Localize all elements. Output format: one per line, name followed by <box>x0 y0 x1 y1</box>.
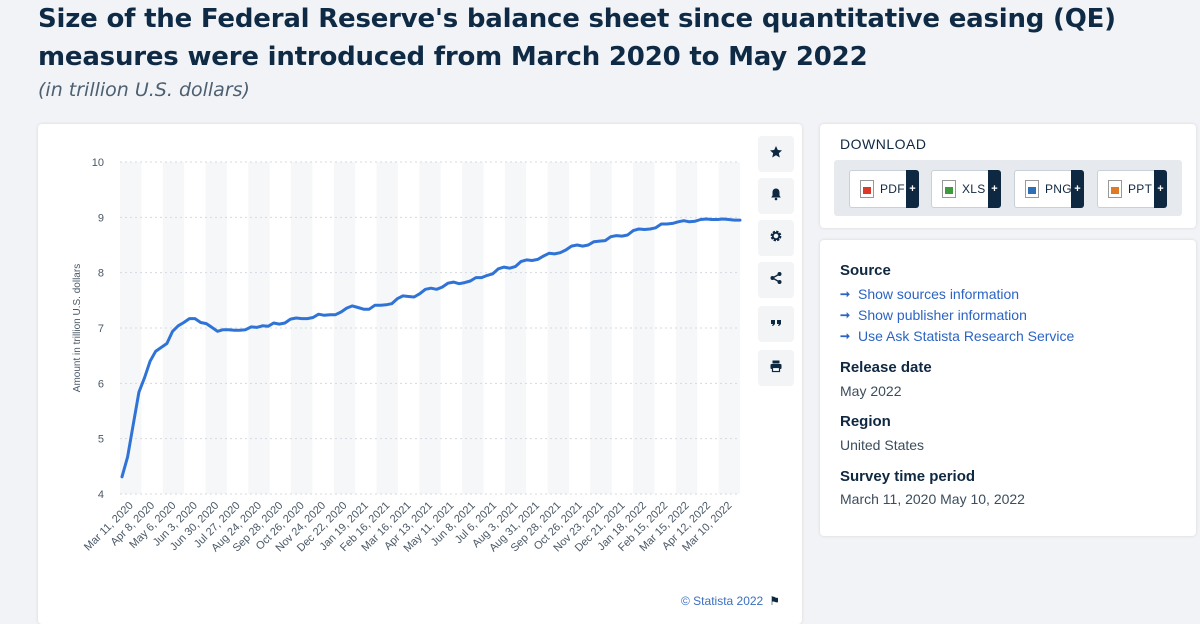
bell-icon <box>769 187 783 206</box>
plus-icon: + <box>988 170 1001 208</box>
source-heading: Source <box>840 262 891 279</box>
settings-button[interactable] <box>758 220 794 256</box>
series-line <box>120 217 742 479</box>
pdf-file-icon <box>860 180 874 198</box>
column-band <box>333 162 356 494</box>
column-band <box>633 162 655 494</box>
print-icon <box>769 359 783 378</box>
y-tick-label: 10 <box>92 157 104 169</box>
column-band <box>462 162 484 494</box>
download-xls-button[interactable]: XLS + <box>931 170 1001 208</box>
xls-file-icon <box>942 180 956 198</box>
favorite-button[interactable] <box>758 136 794 172</box>
star-icon <box>769 145 783 164</box>
cite-button[interactable] <box>758 306 794 342</box>
y-tick-label: 8 <box>98 268 104 280</box>
release-date-value: May 2022 <box>840 383 902 399</box>
download-title: DOWNLOAD <box>840 136 927 152</box>
column-band <box>162 162 185 494</box>
arrow-right-icon: ➞ <box>840 308 851 322</box>
column-band <box>718 162 740 494</box>
gear-icon <box>769 229 783 248</box>
show-sources-link[interactable]: ➞ Show sources information <box>840 286 1020 302</box>
y-tick-label: 4 <box>98 489 104 501</box>
show-publisher-link[interactable]: ➞ Show publisher information <box>840 307 1027 323</box>
arrow-right-icon: ➞ <box>840 287 851 301</box>
share-icon <box>769 271 783 290</box>
region-value: United States <box>840 437 925 453</box>
print-button[interactable] <box>758 350 794 386</box>
download-panel: DOWNLOAD PDF + XLS + PNG + PPT + <box>820 124 1196 228</box>
column-band <box>376 162 398 494</box>
y-tick-label: 5 <box>98 434 104 446</box>
page-title: Size of the Federal Reserve's balance sh… <box>38 4 1116 72</box>
quote-icon <box>769 315 783 334</box>
survey-period-value: March 11, 2020 May 10, 2022 <box>840 491 1025 507</box>
info-panel: Source ➞ Show sources information ➞ Show p… <box>820 240 1196 536</box>
y-tick-label: 9 <box>98 212 104 224</box>
notification-button[interactable] <box>758 178 794 214</box>
ask-statista-link[interactable]: ➞ Use Ask Statista Research Service <box>840 328 1075 344</box>
release-date-heading: Release date <box>840 359 932 376</box>
download-pdf-button[interactable]: PDF + <box>849 170 919 208</box>
download-png-button[interactable]: PNG + <box>1014 170 1084 208</box>
png-file-icon <box>1025 180 1039 198</box>
y-tick-label: 7 <box>98 323 104 335</box>
region-heading: Region <box>840 413 891 430</box>
y-tick-label: 6 <box>98 378 104 390</box>
arrow-right-icon: ➞ <box>840 329 851 343</box>
chart-card: 4 5 6 7 8 9 10 Amount in trillion U.S. dollars M… <box>38 124 802 624</box>
plus-icon: + <box>1154 170 1167 208</box>
plus-icon: + <box>1071 170 1084 208</box>
download-ppt-button[interactable]: PPT + <box>1097 170 1167 208</box>
statista-credit[interactable]: © Statista 2022 ⚑ <box>681 594 780 608</box>
ppt-file-icon <box>1108 180 1122 198</box>
survey-period-heading: Survey time period <box>840 468 976 485</box>
y-axis-label: Amount in trillion U.S. dollars <box>72 264 83 392</box>
flag-icon: ⚑ <box>769 594 780 608</box>
page-subtitle: (in trillion U.S. dollars) <box>38 79 250 101</box>
plus-icon: + <box>906 170 919 208</box>
download-button-group: PDF + XLS + PNG + PPT + <box>834 160 1182 216</box>
column-band <box>547 162 569 494</box>
share-button[interactable] <box>758 262 794 298</box>
